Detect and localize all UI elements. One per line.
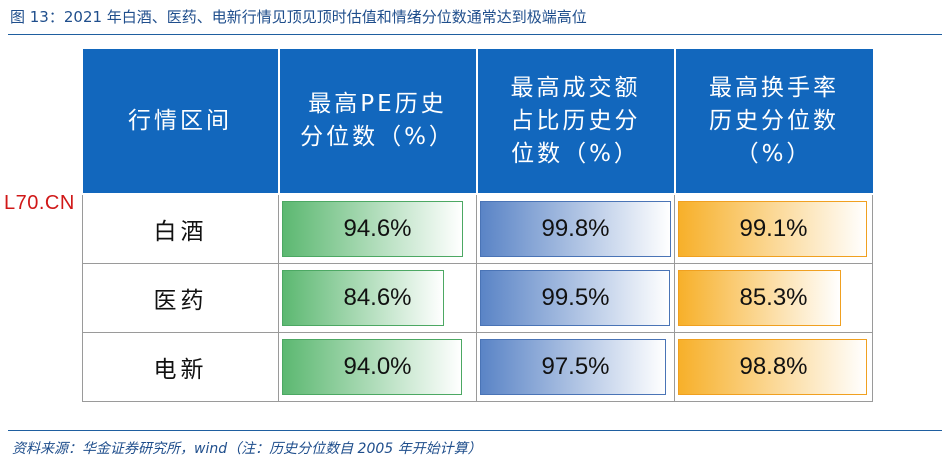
figure-title: 图 13：2021 年白酒、医药、电新行情见顶见顶时估值和情绪分位数通常达到极端… [10, 8, 587, 26]
header-turnover-line3: 位数（%） [511, 140, 640, 167]
header-turnover-line1: 最高成交额 [510, 74, 641, 101]
pe-value: 94.0% [343, 353, 412, 380]
pe-cell: 94.0% [278, 332, 477, 402]
handover-cell: 85.3% [674, 263, 873, 333]
handover-value: 85.3% [739, 284, 808, 311]
handover-bar [678, 201, 868, 257]
pe-bar [282, 339, 462, 395]
header-handover: 最高换手率 历史分位数 （%） [673, 49, 873, 195]
table-row: 白酒 94.6% 99.8% 99.1% [82, 193, 873, 264]
watermark-text: L70.CN [4, 192, 75, 214]
pe-value: 94.6% [343, 215, 412, 242]
handover-cell: 98.8% [674, 332, 873, 402]
turnover-value: 97.5% [541, 353, 610, 380]
header-handover-line1: 最高换手率 [709, 74, 839, 101]
turnover-cell: 99.5% [476, 263, 675, 333]
header-pe: 最高PE历史 分位数（%） [277, 49, 478, 195]
handover-cell: 99.1% [674, 193, 873, 264]
header-sector: 行情区间 [82, 49, 280, 195]
header-handover-line3: （%） [735, 140, 813, 167]
pe-cell: 94.6% [278, 193, 477, 264]
handover-bar [678, 339, 867, 395]
handover-value: 98.8% [739, 353, 808, 380]
sector-cell: 医药 [82, 263, 279, 333]
sector-cell: 电新 [82, 332, 279, 402]
header-pe-line2: 分位数（%） [300, 124, 455, 150]
source-note: 资料来源：华金证券研究所，wind（注：历史分位数自 2005 年开始计算） [12, 441, 482, 457]
header-turnover: 最高成交额 占比历史分 位数（%） [475, 49, 676, 195]
title-divider [8, 34, 942, 35]
handover-bar [678, 270, 841, 326]
pe-bar [282, 201, 463, 257]
table-row: 医药 84.6% 99.5% 85.3% [82, 263, 873, 333]
turnover-cell: 99.8% [476, 193, 675, 264]
turnover-bar [480, 339, 667, 395]
turnover-bar [480, 201, 671, 257]
header-turnover-line2: 占比历史分 [510, 107, 641, 134]
sector-cell: 白酒 [82, 193, 279, 264]
pe-bar [282, 270, 444, 326]
turnover-value: 99.5% [541, 284, 610, 311]
table-row: 电新 94.0% 97.5% 98.8% [82, 332, 873, 402]
handover-value: 99.1% [739, 215, 808, 242]
table-header-row: 行情区间 最高PE历史 分位数（%） 最高成交额 占比历史分 位数（%） 最高换… [82, 49, 873, 195]
header-handover-line2: 历史分位数 [709, 107, 839, 134]
turnover-value: 99.8% [541, 215, 610, 242]
turnover-cell: 97.5% [476, 332, 675, 402]
header-sector-label: 行情区间 [128, 107, 232, 134]
source-divider [8, 430, 942, 431]
header-pe-line1: 最高PE历史 [308, 91, 447, 117]
percentile-table: 行情区间 最高PE历史 分位数（%） 最高成交额 占比历史分 位数（%） 最高换… [82, 49, 873, 402]
turnover-bar [480, 270, 671, 326]
pe-cell: 84.6% [278, 263, 477, 333]
pe-value: 84.6% [343, 284, 412, 311]
